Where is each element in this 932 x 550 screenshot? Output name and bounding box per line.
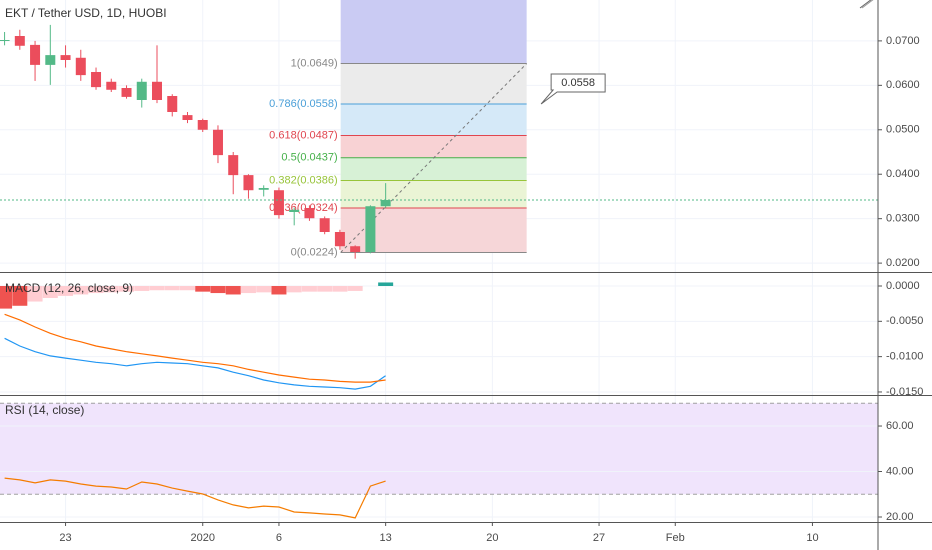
candle-body — [182, 115, 193, 120]
histogram-bar — [332, 285, 348, 292]
fib-label: 0.786(0.0558) — [269, 98, 338, 110]
histogram-bar — [58, 285, 74, 296]
x-tick-label: 20 — [486, 532, 498, 544]
x-tick-label: 23 — [59, 532, 71, 544]
histogram-bar — [103, 285, 119, 293]
histogram-bar — [195, 285, 211, 292]
y-tick-label: 0.0400 — [886, 168, 920, 180]
x-tick-label: 27 — [593, 532, 605, 544]
histogram-bar — [225, 285, 241, 295]
candle-body — [350, 246, 361, 252]
drawing-tool-line — [861, 0, 874, 9]
y-tick-label: -0.0150 — [886, 386, 923, 398]
histogram-bar — [73, 285, 89, 295]
y-tick-label: -0.0100 — [886, 351, 923, 363]
fib-label: 0(0.0224) — [291, 246, 338, 258]
histogram-bar — [27, 285, 43, 302]
indicator-line — [4, 477, 386, 519]
histogram-bar — [347, 285, 363, 291]
candle-body — [380, 200, 391, 207]
indicator-line — [4, 313, 386, 383]
histogram-bar — [271, 285, 287, 295]
histogram-bar — [164, 285, 180, 291]
fib-label: 0.382(0.0386) — [269, 174, 338, 186]
y-tick-label: 0.0300 — [886, 213, 920, 225]
candle-body — [91, 72, 102, 88]
x-tick-label: 13 — [380, 532, 392, 544]
histogram-bar — [149, 285, 165, 291]
candle-body — [75, 57, 86, 76]
callout-text: 0.0558 — [561, 77, 595, 89]
y-tick-label: 0.0600 — [886, 79, 920, 91]
candle-body — [45, 55, 56, 65]
x-tick-label: 2020 — [190, 532, 214, 544]
y-tick-label: 0.0500 — [886, 124, 920, 136]
histogram-bar — [286, 285, 302, 293]
y-tick-label: 60.00 — [886, 420, 914, 432]
candle-body — [106, 81, 117, 90]
candle-body — [334, 232, 345, 247]
y-tick-label: 0.0000 — [886, 280, 920, 292]
histogram-bar — [42, 285, 58, 299]
plot-layer: 23 2020 6 13 20 27 Feb 10 0.0200 0.0300 0.0400 0.05… — [0, 0, 923, 544]
candle-body — [289, 209, 300, 212]
candle-body — [136, 81, 147, 100]
fib-label: 0.5(0.0437) — [281, 152, 337, 164]
candle-body — [304, 208, 315, 219]
chart-title: EKT / Tether USD, 1D, HUOBI — [5, 6, 167, 20]
y-tick-label: -0.0050 — [886, 315, 923, 327]
candle-body — [121, 88, 132, 97]
histogram-bar — [119, 285, 135, 292]
candle-body — [273, 190, 284, 216]
candle-body — [258, 188, 269, 190]
x-tick-label: 10 — [806, 532, 818, 544]
candle-body — [228, 155, 239, 176]
histogram-bar — [210, 285, 226, 294]
candle-body — [14, 36, 25, 46]
candle-body — [319, 218, 330, 232]
candle-body — [30, 44, 41, 65]
fib-label: 0.236(0.0324) — [269, 202, 338, 214]
histogram-bar — [134, 285, 150, 291]
y-tick-label: 0.0700 — [886, 35, 920, 47]
candle-body — [197, 120, 208, 130]
fib-zone — [340, 63, 527, 104]
x-tick-label: 6 — [276, 532, 282, 544]
indicator-title: RSI (14, close) — [5, 403, 84, 417]
fib-zone — [340, 0, 527, 64]
histogram-bar — [88, 285, 104, 294]
histogram-bar — [378, 282, 394, 286]
candle-body — [167, 96, 178, 112]
histogram-bar — [12, 285, 28, 306]
candle-body — [243, 175, 254, 191]
candle-body — [60, 55, 71, 60]
candle-body — [365, 206, 376, 252]
histogram-bar — [0, 285, 13, 309]
y-tick-label: 0.0200 — [886, 257, 920, 269]
candle-body — [0, 40, 10, 41]
y-tick-label: 20.00 — [886, 511, 914, 523]
rsi-band — [0, 403, 878, 495]
fib-zone — [340, 104, 527, 136]
callout-box — [540, 73, 606, 105]
histogram-bar — [317, 285, 333, 292]
histogram-bar — [179, 285, 195, 291]
drawing-tool-line — [859, 0, 872, 9]
y-tick-label: 40.00 — [886, 465, 914, 477]
fib-zone — [340, 157, 527, 181]
fib-label: 0.618(0.0487) — [269, 129, 338, 141]
fib-zone — [340, 180, 527, 208]
histogram-bar — [256, 285, 272, 293]
indicator-title: MACD (12, 26, close, 9) — [5, 281, 133, 295]
candle-body — [212, 129, 223, 156]
fib-label: 1(0.0649) — [291, 57, 338, 69]
histogram-bar — [301, 285, 317, 292]
x-tick-label: Feb — [666, 532, 685, 544]
fib-zone — [340, 135, 527, 158]
indicator-line — [4, 337, 386, 390]
candle-body — [152, 81, 163, 100]
histogram-bar — [240, 285, 256, 294]
